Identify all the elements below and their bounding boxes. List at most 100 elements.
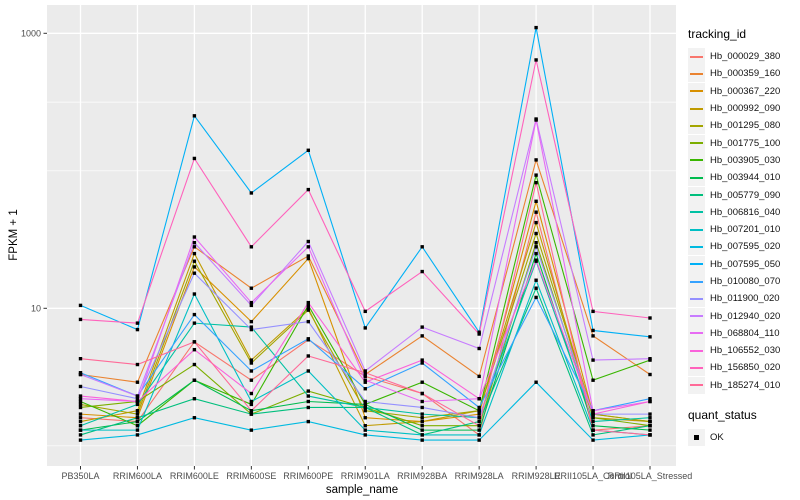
data-point: [420, 269, 424, 274]
legend-key: [688, 100, 705, 118]
data-point: [420, 416, 424, 420]
data-point: [249, 191, 254, 195]
data-point: [648, 372, 652, 377]
data-point: [306, 303, 310, 308]
legend-key: [688, 359, 705, 377]
data-point: [135, 362, 140, 367]
x-tick-label: RRIM600LA: [113, 471, 162, 481]
data-point: [306, 354, 310, 358]
data-point: [306, 389, 310, 393]
x-tick-label: RRIM901LA: [341, 471, 390, 481]
data-point: [306, 419, 310, 424]
legend-item: Hb_006816_040: [688, 203, 798, 221]
legend-line-icon: [690, 142, 703, 145]
data-point: [249, 378, 254, 382]
legend-line-icon: [690, 159, 703, 162]
x-tick-label: RRIM928LA: [455, 471, 504, 481]
data-point: [135, 327, 140, 332]
x-tick-label: RRII105LA_Control: [554, 471, 632, 481]
data-point: [591, 334, 595, 338]
legend-item-label: OK: [710, 432, 724, 444]
data-point: [363, 374, 367, 379]
shape-legend-title: quant_status: [688, 407, 757, 422]
data-point: [306, 337, 310, 341]
data-point: [192, 362, 197, 367]
data-point: [306, 148, 310, 152]
data-point: [78, 371, 83, 375]
data-point: [363, 402, 367, 407]
data-point: [249, 286, 254, 290]
x-tick-label: RRIM600LE: [170, 471, 219, 481]
data-point: [648, 412, 652, 416]
legend-item-label: Hb_006816_040: [710, 206, 781, 218]
data-point: [534, 220, 538, 225]
data-point: [420, 334, 424, 338]
data-point: [135, 409, 140, 413]
data-point: [534, 258, 538, 262]
data-point: [192, 265, 197, 269]
data-point: [591, 416, 595, 420]
data-point: [648, 419, 652, 424]
data-point: [192, 292, 197, 296]
legend-line-icon: [690, 280, 703, 283]
data-point: [78, 303, 83, 308]
data-point: [648, 424, 652, 428]
data-point: [249, 399, 254, 404]
legend-item-label: Hb_156850_020: [710, 362, 781, 374]
y-axis-title: FPKM + 1: [8, 209, 20, 261]
legend-line-icon: [690, 55, 703, 58]
data-point: [591, 358, 595, 362]
data-point: [591, 409, 595, 413]
data-point: [249, 327, 254, 332]
legend-item: Hb_000029_380: [688, 48, 798, 66]
data-point: [363, 309, 367, 314]
data-point: [249, 391, 254, 396]
legend-item: Hb_185274_010: [688, 376, 798, 394]
legend-item-label: Hb_005779_090: [710, 189, 781, 201]
data-point: [420, 428, 424, 432]
data-point: [420, 433, 424, 437]
data-point: [306, 306, 310, 310]
data-point: [477, 405, 481, 410]
legend-line-icon: [690, 72, 703, 75]
legend-line-icon: [690, 332, 703, 335]
legend-item-label: Hb_001295_080: [710, 120, 781, 132]
legend-item-label: Hb_007201_010: [710, 224, 781, 236]
legend-item: Hb_001775_100: [688, 134, 798, 152]
data-point: [363, 433, 367, 437]
data-point: [78, 412, 83, 416]
data-point: [420, 438, 424, 442]
data-point: [192, 245, 197, 249]
data-point: [78, 433, 83, 437]
x-tick-label: RRIM600PE: [283, 471, 333, 481]
data-point: [591, 438, 595, 442]
color-legend-items: Hb_000029_380 Hb_000359_160 Hb_000367_220 H…: [688, 48, 798, 394]
legend-key: [688, 169, 705, 187]
data-point: [249, 325, 254, 329]
data-point: [78, 416, 83, 420]
data-point: [78, 438, 83, 442]
data-point: [363, 405, 367, 410]
data-point: [420, 380, 424, 384]
data-point: [477, 416, 481, 420]
legend-line-icon: [690, 297, 703, 300]
data-point: [648, 316, 652, 320]
data-point: [306, 399, 310, 404]
legend-item-label: Hb_000367_220: [710, 85, 781, 97]
legend-line-icon: [690, 211, 703, 214]
data-point: [363, 380, 367, 384]
data-point: [591, 328, 595, 333]
legend-key: [688, 429, 705, 447]
legend-item: Hb_007201_010: [688, 221, 798, 239]
data-point: [477, 424, 481, 428]
legend-item: Hb_156850_020: [688, 359, 798, 377]
legend-item-ok: OK: [688, 429, 798, 447]
data-point: [192, 271, 197, 275]
data-point: [135, 380, 140, 384]
data-point: [78, 397, 83, 401]
data-point: [78, 428, 83, 432]
data-point: [192, 347, 197, 352]
data-point: [192, 397, 197, 401]
legend-item: Hb_011900_020: [688, 290, 798, 308]
